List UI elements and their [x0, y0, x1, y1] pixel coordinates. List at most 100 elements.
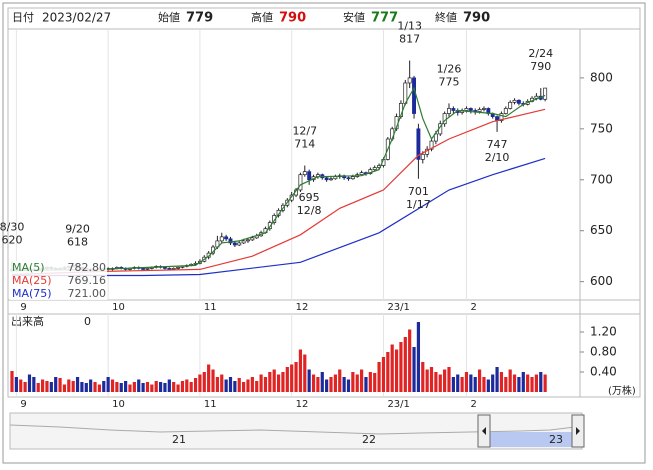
volume-bar [346, 379, 351, 392]
candle-body [346, 177, 351, 180]
volume-bar [360, 369, 364, 392]
ma-line [11, 108, 546, 276]
x-tick-label: 23/1 [387, 399, 409, 410]
candle-body [176, 267, 181, 269]
volume-bar [115, 382, 119, 392]
volume-bar [381, 357, 386, 392]
y-tick-label: 600 [590, 274, 613, 288]
volume-bar [237, 378, 241, 392]
volume-bar [132, 382, 136, 392]
volume-bar [390, 344, 394, 392]
navigator-range[interactable] [490, 432, 572, 447]
candle-body [433, 133, 438, 142]
volume-bar [110, 379, 115, 392]
candle-body [302, 171, 307, 176]
volume-bar [268, 372, 272, 392]
candle-body [237, 242, 242, 246]
volume-bar [276, 374, 281, 392]
volume-current: 0 [84, 315, 91, 328]
volume-bar [451, 377, 455, 392]
volume-bar [456, 374, 460, 392]
candle-body [171, 268, 176, 270]
volume-bar [311, 374, 316, 392]
volume-bar [482, 377, 486, 392]
volume-bar [106, 377, 110, 392]
volume-bar [434, 372, 438, 392]
candle-body [429, 140, 434, 150]
candle-body [451, 108, 456, 111]
header-value: 790 [463, 11, 490, 26]
annotation-date: 8/30 [0, 220, 24, 233]
volume-bar [228, 377, 233, 392]
volume-bar [45, 381, 49, 392]
volume-bar [443, 369, 447, 392]
header-label: 高値 [251, 10, 273, 24]
volume-bar [211, 369, 215, 392]
volume-bar [189, 382, 193, 392]
volume-bar [167, 379, 171, 392]
candle-body [534, 95, 539, 99]
volume-bar [499, 372, 504, 392]
annotation-value: 775 [439, 75, 460, 88]
annotation-value: 747 [487, 138, 508, 151]
candle-body [503, 108, 508, 114]
volume-bar [176, 384, 180, 392]
candle-body [267, 222, 272, 230]
header-value: 790 [279, 11, 306, 26]
volume-bar [19, 379, 23, 392]
volume-bar [27, 374, 32, 392]
candle-body [219, 236, 224, 242]
annotation-date: 1/26 [437, 62, 462, 75]
legend-value: 769.16 [68, 274, 107, 287]
x-tick-label: 11 [204, 302, 217, 313]
volume-bar [202, 372, 206, 392]
volume-bar [246, 379, 250, 392]
volume-bar [355, 374, 359, 392]
volume-bar [429, 367, 434, 392]
annotation-date: 1/13 [397, 20, 422, 33]
candle-body [163, 267, 167, 269]
candle-body [145, 268, 150, 270]
volume-bar [137, 379, 141, 392]
candle-body [350, 176, 355, 180]
annotation-value: 817 [399, 33, 420, 46]
legend-value: 721.00 [68, 287, 107, 300]
volume-bar [526, 374, 530, 392]
volume-bar [233, 381, 237, 392]
legend-value: 782.80 [68, 261, 107, 274]
candle-body [508, 101, 513, 109]
volume-bar [207, 364, 211, 392]
volume-bar [504, 377, 508, 392]
header-label: 始値 [158, 10, 180, 24]
volume-bar [512, 374, 517, 392]
volume-unit: (万株) [608, 384, 636, 397]
volume-bar [320, 372, 324, 392]
legend-name: MA(75) [12, 287, 52, 300]
volume-bar [49, 382, 53, 392]
header-value: 777 [371, 11, 398, 26]
volume-bar [71, 381, 75, 392]
x-tick-label: 23/1 [387, 302, 409, 313]
volume-bar [329, 377, 333, 392]
candle-body [141, 268, 146, 270]
ma-line [12, 157, 546, 277]
volume-bar [150, 384, 154, 392]
legend-name: MA(5) [12, 261, 45, 274]
candle-body [307, 171, 312, 181]
navigator-line [9, 424, 576, 435]
volume-bar [469, 374, 473, 392]
volume-bar [185, 379, 189, 392]
volume-bar [421, 362, 425, 392]
volume-bar [145, 382, 150, 392]
legend-name: MA(25) [12, 274, 52, 287]
ma-line [11, 86, 546, 272]
volume-bar [294, 362, 298, 392]
volume-bar [32, 377, 36, 392]
annotation-date: 9/20 [65, 222, 90, 235]
volume-bar [97, 384, 101, 392]
navigator-label: 21 [172, 433, 186, 446]
volume-bar [220, 374, 224, 392]
volume-bar [408, 329, 412, 392]
candle-body [289, 194, 294, 201]
candle-body [372, 167, 377, 170]
